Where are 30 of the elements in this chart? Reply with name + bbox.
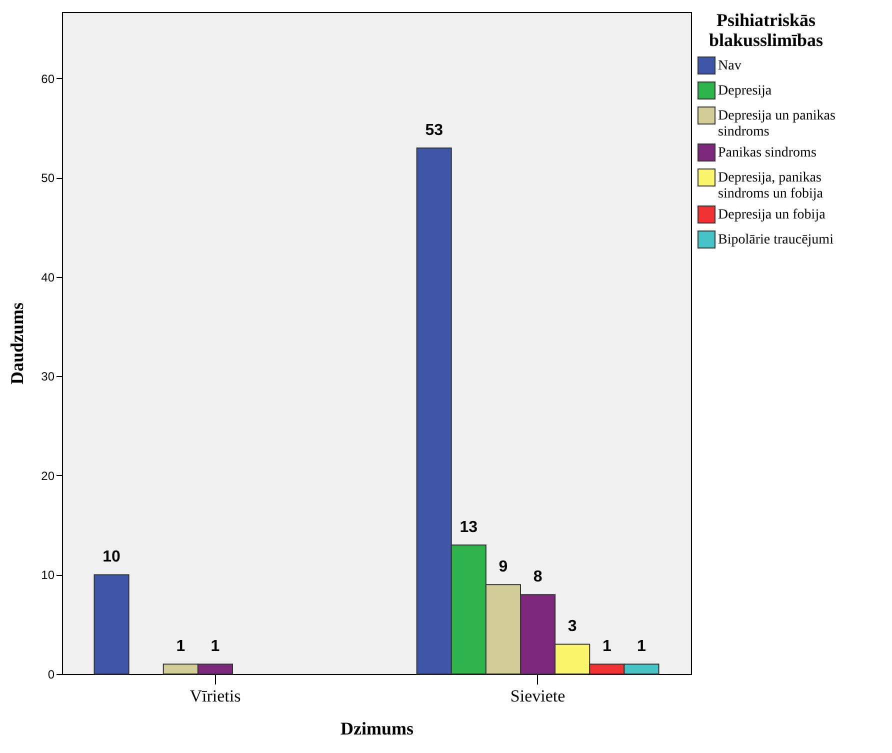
legend-label: Panikas sindroms — [718, 146, 816, 160]
x-tick-label: Vīrietis — [190, 686, 241, 706]
x-tick-label: Sieviete — [510, 686, 566, 706]
data-label: 10 — [102, 548, 121, 566]
legend-label: Depresija un panikas sindroms — [718, 108, 836, 140]
data-label: 1 — [637, 638, 646, 656]
legend-label: Depresija — [718, 84, 772, 98]
y-tick-label: 30 — [41, 370, 55, 384]
x-axis-title: Dzimums — [340, 718, 414, 738]
y-tick-label: 20 — [41, 469, 55, 483]
data-label: 1 — [176, 638, 186, 656]
data-label: 1 — [602, 638, 612, 656]
bar — [94, 574, 130, 674]
y-tick-label: 10 — [41, 568, 55, 582]
legend-label: Depresija, panikas sindroms un fobija — [718, 170, 824, 202]
data-label: 9 — [498, 558, 508, 576]
y-tick-label: 0 — [48, 668, 55, 682]
data-label: 53 — [425, 122, 444, 139]
data-label: 3 — [568, 618, 577, 636]
data-label: 8 — [533, 568, 542, 586]
legend-label: Nav — [718, 58, 742, 74]
legend-label: Depresija un fobija — [718, 208, 826, 222]
y-axis-title: Daudzums — [7, 302, 28, 385]
y-tick-label: 40 — [41, 270, 55, 284]
y-tick-label: 60 — [41, 72, 55, 86]
y-tick-label: 50 — [41, 171, 55, 186]
legend-label: Bipolārie traucējumi — [718, 232, 834, 248]
legend-title: Psihiatriskās blakusslimības — [708, 10, 824, 50]
data-label: 13 — [460, 518, 478, 536]
data-label: 1 — [210, 638, 220, 656]
